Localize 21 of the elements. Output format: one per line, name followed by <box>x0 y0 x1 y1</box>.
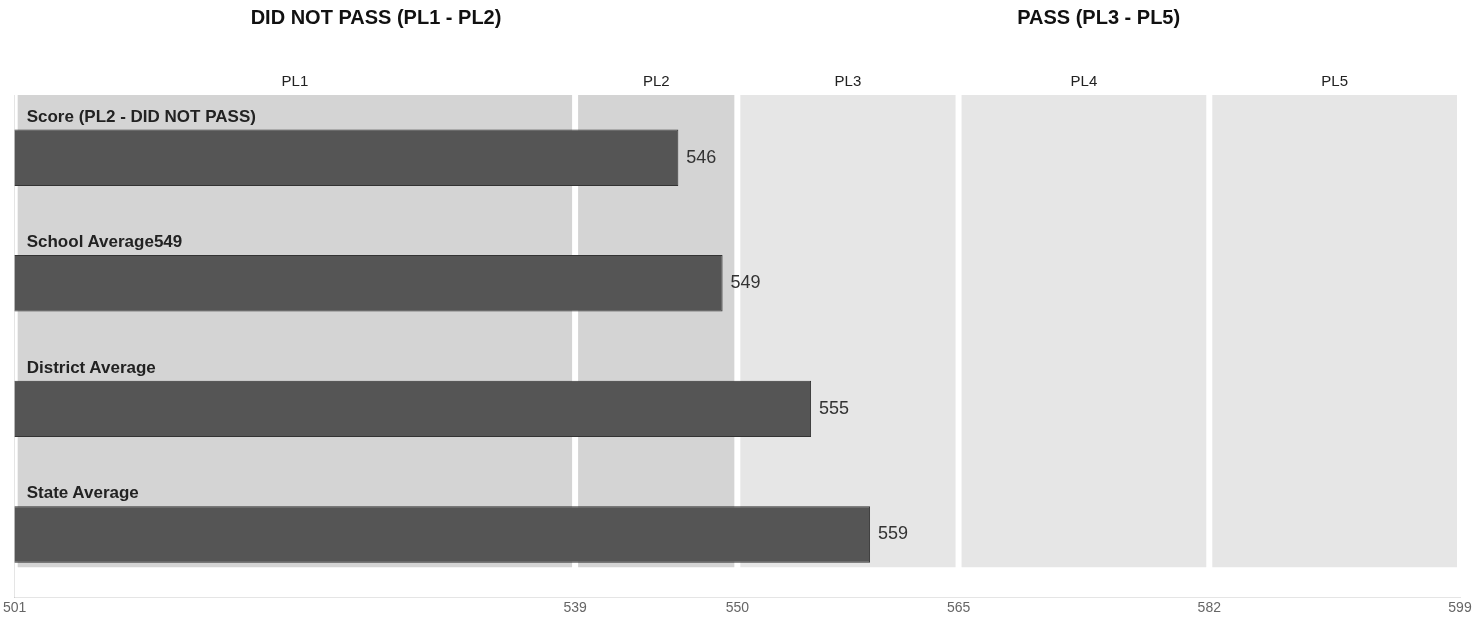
y-tick-label: State Average <box>26 483 139 503</box>
data-label: 549 <box>730 272 761 293</box>
y-tick-label: School Average549 <box>26 232 183 252</box>
data-label: 555 <box>819 397 850 418</box>
band-label: PL3 <box>834 71 862 89</box>
x-tick-label: 565 <box>946 599 971 616</box>
y-tick-label: District Average <box>26 357 156 377</box>
band-label: PL5 <box>1321 71 1348 89</box>
x-tick-label: 599 <box>1448 599 1472 616</box>
x-tick-label: 550 <box>725 599 750 616</box>
data-label: 559 <box>878 523 909 544</box>
band-label: PL4 <box>1070 71 1098 89</box>
x-tick-label: 582 <box>1197 599 1222 616</box>
y-tick-label: Score (PL2 - DID NOT PASS) <box>26 106 256 126</box>
data-label: 546 <box>686 146 717 167</box>
x-tick-label: 539 <box>563 599 587 616</box>
text: PASS (PL3 - PL5) <box>1017 5 1181 28</box>
band-label: PL2 <box>642 71 670 89</box>
text: DID NOT PASS (PL1 - PL2) <box>250 5 502 28</box>
band-label: PL1 <box>281 71 309 89</box>
x-tick-label: 501 <box>3 599 27 616</box>
